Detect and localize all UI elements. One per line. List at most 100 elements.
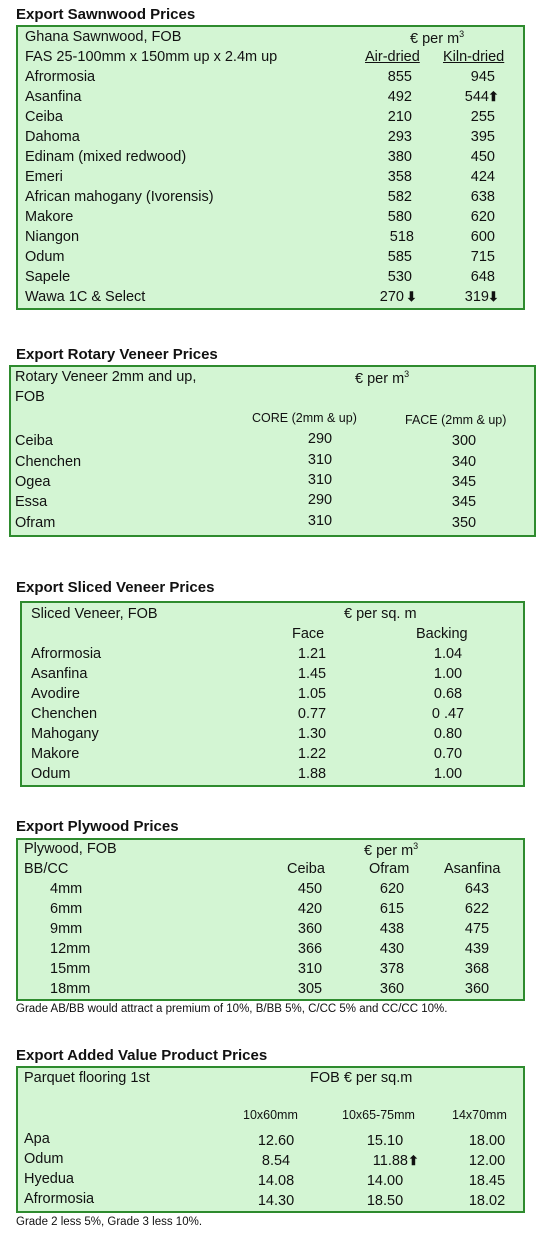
table-cell: 290: [307, 431, 333, 447]
table-row-label: Asanfina: [25, 89, 82, 105]
table-row-label: Chenchen: [31, 706, 98, 722]
table-cell: 18.00: [468, 1133, 506, 1149]
table-cell: 210: [387, 109, 412, 125]
table-row-label: 9mm: [50, 921, 83, 937]
table-row-label: Asanfina: [31, 666, 88, 682]
sawnwood-header1: Ghana Sawnwood, FOB: [25, 29, 182, 45]
table-cell: 1.00: [433, 666, 463, 682]
table-row-label: Ceiba: [25, 109, 63, 125]
table-row-label: Sapele: [25, 269, 71, 285]
table-cell: 620: [470, 209, 495, 225]
table-cell: 358: [387, 169, 412, 185]
sliced-col-backing: Backing: [416, 626, 468, 642]
added-table: [16, 1066, 525, 1213]
table-cell: 620: [379, 881, 405, 897]
table-cell: 310: [307, 513, 333, 529]
added-note: Grade 2 less 5%, Grade 3 less 10%.: [16, 1216, 203, 1228]
table-row-label: Chenchen: [15, 454, 82, 470]
table-row-label: Ofram: [15, 515, 56, 531]
table-cell: 345: [451, 494, 477, 510]
table-cell: 424: [470, 169, 495, 185]
plywood-note: Grade AB/BB would attract a premium of 1…: [16, 1003, 448, 1015]
added-col-1: 10x60mm: [243, 1108, 298, 1122]
table-cell: 11.88: [372, 1153, 408, 1169]
table-cell: 366: [297, 941, 323, 957]
table-row-label: Avodire: [31, 686, 80, 702]
table-row-label: 15mm: [50, 961, 91, 977]
plywood-table: [16, 838, 525, 1001]
table-row-label: Edinam (mixed redwood): [25, 149, 187, 165]
table-cell: 319: [464, 289, 489, 305]
sliced-title: Export Sliced Veneer Prices: [16, 579, 215, 596]
table-row-label: Afrormosia: [24, 1191, 95, 1207]
table-cell: 293: [387, 129, 412, 145]
table-cell: 15.10: [366, 1133, 404, 1149]
plywood-col-asanfina: Asanfina: [444, 861, 501, 877]
table-cell: 438: [379, 921, 405, 937]
plywood-header1: Plywood, FOB: [24, 841, 117, 857]
added-col-3: 14x70mm: [452, 1108, 507, 1122]
table-cell: 0.70: [433, 746, 463, 762]
table-row-label: Niangon: [25, 229, 80, 245]
table-row-label: Odum: [25, 249, 65, 265]
table-cell: 340: [451, 454, 477, 470]
table-cell: 439: [464, 941, 490, 957]
table-cell: 715: [470, 249, 495, 265]
table-cell: 430: [379, 941, 405, 957]
table-cell: 360: [464, 981, 490, 997]
table-cell: 450: [297, 881, 323, 897]
rotary-col-face: FACE (2mm & up): [405, 413, 507, 427]
rotary-title: Export Rotary Veneer Prices: [16, 346, 218, 363]
table-row-label: Afrormosia: [25, 69, 96, 85]
table-cell: 622: [464, 901, 490, 917]
table-cell: 8.54: [261, 1153, 291, 1169]
table-row-label: Mahogany: [31, 726, 99, 742]
table-cell: 0.77: [297, 706, 327, 722]
table-cell: 0.80: [433, 726, 463, 742]
table-cell: 18.50: [366, 1193, 404, 1209]
sawnwood-title: Export Sawnwood Prices: [16, 6, 196, 23]
table-cell: 380: [387, 149, 412, 165]
table-cell: 255: [470, 109, 495, 125]
table-row-label: Ceiba: [15, 433, 53, 449]
plywood-col-ofram: Ofram: [369, 861, 410, 877]
sliced-unit: € per sq. m: [344, 606, 417, 622]
table-cell: 290: [307, 492, 333, 508]
table-cell: 310: [307, 472, 333, 488]
table-row-label: Dahoma: [25, 129, 80, 145]
table-cell: 492: [387, 89, 412, 105]
table-cell: 600: [470, 229, 495, 245]
table-cell: 1.88: [297, 766, 327, 782]
rotary-header1b: FOB: [15, 389, 45, 405]
table-cell: 0 .47: [431, 706, 465, 722]
table-cell: 18.45: [468, 1173, 506, 1189]
table-cell: 360: [297, 921, 323, 937]
table-cell: 1.05: [297, 686, 327, 702]
table-cell: 0.68: [433, 686, 463, 702]
table-cell: 345: [451, 474, 477, 490]
table-cell: 450: [470, 149, 495, 165]
table-row-label: Ogea: [15, 474, 51, 490]
table-row-label: Apa: [24, 1131, 50, 1147]
table-cell: 530: [387, 269, 412, 285]
sawnwood-col-airdried: Air-dried: [365, 49, 420, 65]
rotary-table: [9, 365, 536, 537]
table-cell: 1.21: [297, 646, 327, 662]
table-cell: 544: [464, 89, 489, 105]
table-row-label: 18mm: [50, 981, 91, 997]
table-cell: 14.00: [366, 1173, 404, 1189]
table-cell: 368: [464, 961, 490, 977]
table-row-label: Odum: [31, 766, 71, 782]
table-cell: 18.02: [468, 1193, 506, 1209]
table-cell: 360: [379, 981, 405, 997]
table-cell: 310: [297, 961, 323, 977]
added-header1: Parquet flooring 1st: [24, 1070, 150, 1086]
table-row-label: 12mm: [50, 941, 91, 957]
table-cell: 475: [464, 921, 490, 937]
table-cell: 270: [379, 289, 404, 305]
table-cell: 585: [387, 249, 412, 265]
plywood-title: Export Plywood Prices: [16, 818, 179, 835]
table-cell: 350: [451, 515, 477, 531]
table-cell: 855: [387, 69, 412, 85]
added-col-2: 10x65-75mm: [342, 1108, 415, 1122]
